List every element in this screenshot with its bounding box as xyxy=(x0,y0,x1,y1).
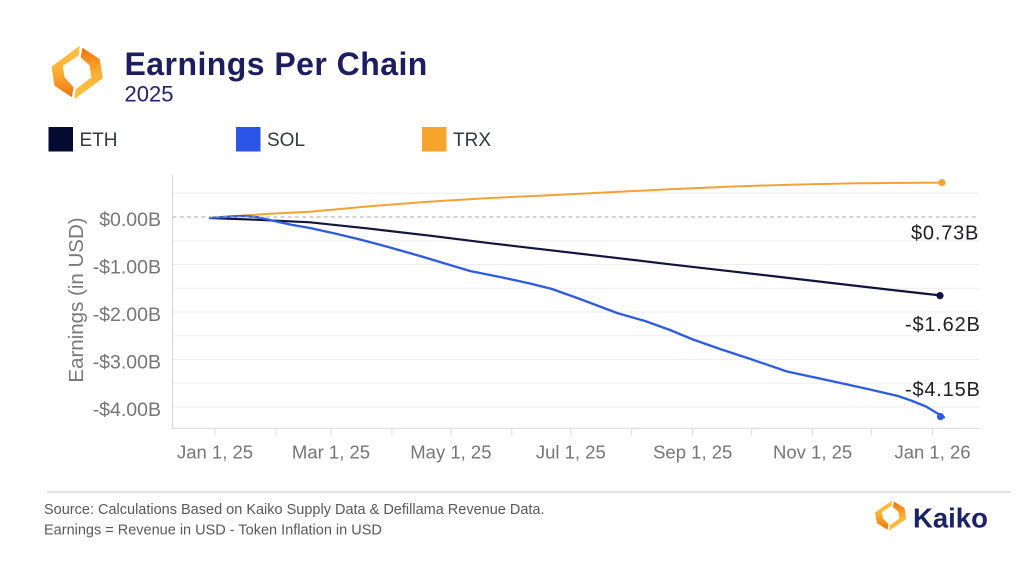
svg-text:-$1.62B: -$1.62B xyxy=(905,314,981,336)
svg-text:SOL: SOL xyxy=(267,130,305,151)
svg-text:ETH: ETH xyxy=(80,130,118,151)
svg-text:Jan 1, 25: Jan 1, 25 xyxy=(177,442,253,463)
svg-text:Nov 1, 25: Nov 1, 25 xyxy=(773,442,852,463)
svg-text:TRX: TRX xyxy=(453,130,491,151)
svg-text:Earnings (in USD): Earnings (in USD) xyxy=(65,217,88,382)
svg-text:-$4.15B: -$4.15B xyxy=(905,379,981,401)
svg-text:Sep 1, 25: Sep 1, 25 xyxy=(653,442,732,463)
svg-text:May 1, 25: May 1, 25 xyxy=(410,442,491,463)
svg-text:-$2.00B: -$2.00B xyxy=(93,304,161,326)
svg-text:-$3.00B: -$3.00B xyxy=(93,352,161,374)
svg-text:-$1.00B: -$1.00B xyxy=(93,257,161,279)
svg-text:Jul 1, 25: Jul 1, 25 xyxy=(536,442,606,463)
svg-text:$0.00B: $0.00B xyxy=(99,209,161,231)
svg-text:Mar 1, 25: Mar 1, 25 xyxy=(292,442,370,463)
svg-text:Jan 1, 26: Jan 1, 26 xyxy=(894,442,970,463)
svg-text:Kaiko: Kaiko xyxy=(913,503,988,534)
svg-text:$0.73B: $0.73B xyxy=(911,223,979,245)
svg-text:2025: 2025 xyxy=(125,82,174,107)
svg-text:Earnings = Revenue in USD - To: Earnings = Revenue in USD - Token Inflat… xyxy=(44,523,382,539)
svg-text:-$4.00B: -$4.00B xyxy=(93,399,161,421)
svg-text:Source: Calculations Based on: Source: Calculations Based on Kaiko Supp… xyxy=(44,502,545,518)
svg-text:Earnings Per Chain: Earnings Per Chain xyxy=(125,46,428,82)
